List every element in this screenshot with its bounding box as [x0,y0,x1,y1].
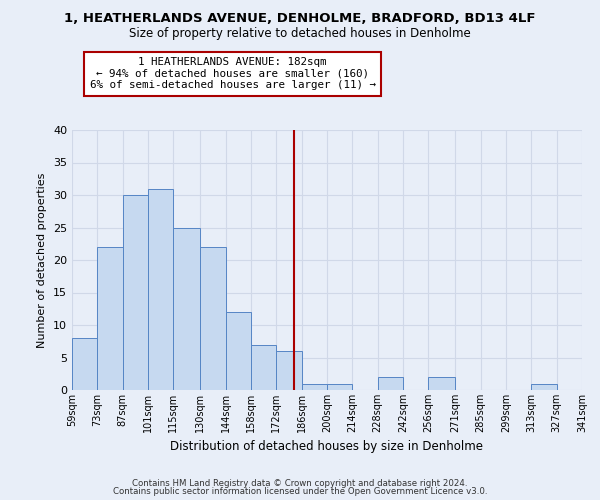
Bar [532,384,557,390]
Text: Contains public sector information licensed under the Open Government Licence v3: Contains public sector information licen… [113,487,487,496]
Bar [302,384,327,390]
Y-axis label: Number of detached properties: Number of detached properties [37,172,47,348]
Bar [72,338,97,390]
Bar [226,312,251,390]
Bar [251,344,277,390]
Bar [377,377,403,390]
Text: 1, HEATHERLANDS AVENUE, DENHOLME, BRADFORD, BD13 4LF: 1, HEATHERLANDS AVENUE, DENHOLME, BRADFO… [64,12,536,26]
X-axis label: Distribution of detached houses by size in Denholme: Distribution of detached houses by size … [170,440,484,454]
Bar [97,247,122,390]
Bar [200,247,226,390]
Bar [173,228,200,390]
Bar [277,351,302,390]
Text: Size of property relative to detached houses in Denholme: Size of property relative to detached ho… [129,28,471,40]
Text: Contains HM Land Registry data © Crown copyright and database right 2024.: Contains HM Land Registry data © Crown c… [132,478,468,488]
Bar [428,377,455,390]
Bar [122,195,148,390]
Text: 1 HEATHERLANDS AVENUE: 182sqm
← 94% of detached houses are smaller (160)
6% of s: 1 HEATHERLANDS AVENUE: 182sqm ← 94% of d… [89,57,376,90]
Bar [148,188,173,390]
Bar [327,384,352,390]
